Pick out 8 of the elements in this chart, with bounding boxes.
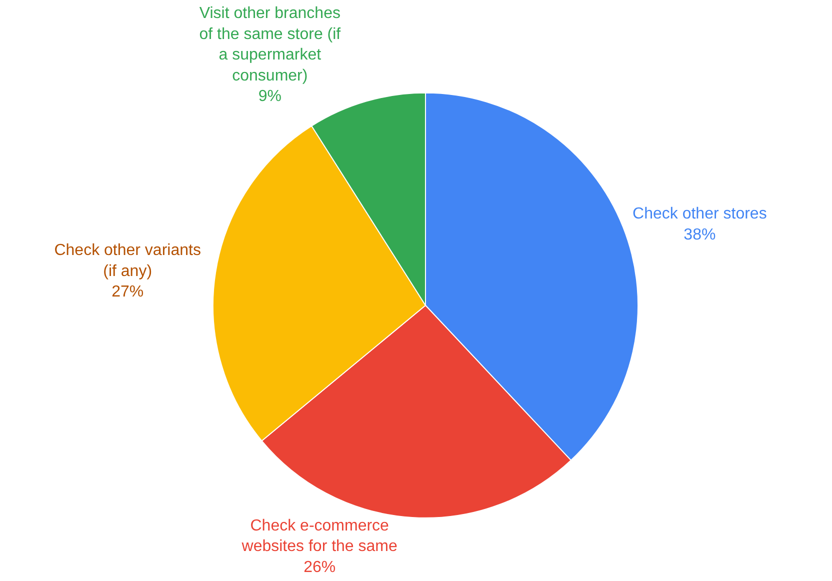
slice-label: Check other stores	[632, 206, 767, 223]
data-label: 38%	[684, 226, 716, 244]
slice-label: Check e-commerce websites for the same	[240, 517, 398, 556]
slice-label: Check other variants (if any)	[54, 242, 201, 280]
data-label: 27%	[112, 284, 144, 301]
data-label: 26%	[304, 558, 336, 576]
slice-label: Visit other branches of the same store (if a supermarket consumer)	[199, 5, 342, 84]
data-label: 9%	[258, 88, 282, 106]
